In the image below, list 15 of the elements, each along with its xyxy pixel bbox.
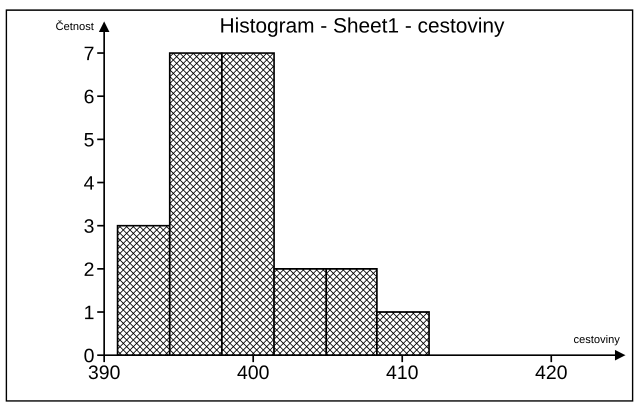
y-tick-label: 2 bbox=[84, 262, 94, 276]
y-tick-label: 5 bbox=[84, 133, 94, 147]
y-tick-label: 4 bbox=[84, 176, 94, 190]
y-tick-label: 6 bbox=[84, 90, 94, 104]
x-tick-label: 390 bbox=[88, 365, 120, 380]
chart-title: Histogram - Sheet1 - cestoviny bbox=[221, 17, 504, 37]
y-tick-label: 0 bbox=[84, 348, 94, 362]
y-axis-title: Četnost bbox=[56, 20, 94, 30]
x-tick-label: 410 bbox=[386, 365, 418, 380]
y-tick-label: 1 bbox=[85, 306, 94, 320]
x-tick-label: 420 bbox=[536, 365, 567, 380]
x-tick-label: 400 bbox=[237, 365, 269, 380]
x-axis-title: cestoviny bbox=[574, 334, 620, 346]
y-tick-label: 3 bbox=[84, 219, 94, 233]
y-tick-label: 7 bbox=[84, 46, 94, 60]
